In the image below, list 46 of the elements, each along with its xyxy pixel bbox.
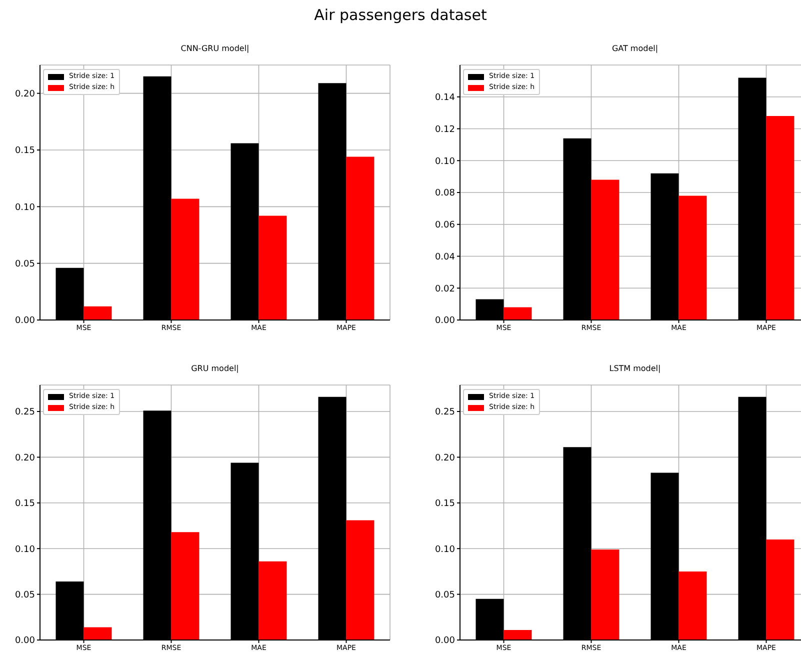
- y-tick-label: 0.00: [434, 316, 456, 326]
- y-tick-label: 0.06: [434, 220, 456, 231]
- y-tick-label: 0.20: [14, 453, 36, 464]
- chart-title: GRU model|: [190, 364, 240, 373]
- chart-title: CNN-GRU model|: [180, 44, 250, 53]
- bar: [504, 630, 532, 640]
- y-tick-label: 0.15: [434, 499, 455, 510]
- bar: [171, 532, 200, 640]
- bar: [84, 306, 112, 320]
- y-tick-label: 0.20: [14, 90, 36, 100]
- bar: [678, 196, 707, 320]
- y-tick-label: 0.25: [434, 408, 455, 418]
- bar: [346, 156, 374, 320]
- bar: [678, 571, 707, 640]
- bar: [504, 307, 532, 320]
- y-tick-label: 0.15: [14, 499, 35, 510]
- y-tick-label: 0.00: [14, 636, 36, 646]
- y-tick-label: 0.20: [434, 453, 456, 464]
- y-tick-label: 0.00: [434, 636, 456, 646]
- y-tick-label: 0.05: [14, 590, 35, 600]
- y-tick-label: 0.25: [14, 408, 35, 418]
- y-tick-label: 0.04: [434, 252, 456, 262]
- y-tick-label: 0.10: [14, 202, 36, 213]
- text: Air passengers dataset: [313, 6, 488, 24]
- y-tick-label: 0.12: [434, 124, 455, 135]
- bar: [258, 216, 287, 320]
- bar: [171, 198, 200, 320]
- bar: [258, 561, 287, 640]
- y-tick-label: 0.05: [434, 590, 455, 600]
- y-tick-label: 0.08: [434, 188, 456, 199]
- chart-title: LSTM model|: [608, 364, 662, 373]
- y-tick-label: 0.05: [14, 260, 35, 270]
- y-tick-label: 0.15: [14, 146, 35, 156]
- y-tick-label: 0.02: [434, 284, 455, 294]
- y-tick-label: 0.10: [434, 156, 456, 167]
- bar: [346, 520, 374, 640]
- bar: [766, 539, 794, 640]
- y-tick-label: 0.00: [14, 316, 36, 326]
- y-tick-label: 0.14: [434, 93, 456, 104]
- y-tick-label: 0.10: [434, 544, 456, 555]
- bar: [766, 116, 794, 320]
- y-tick-label: 0.10: [14, 544, 36, 555]
- chart-title: GAT model|: [610, 44, 660, 53]
- bar: [84, 627, 112, 640]
- bar: [591, 550, 620, 640]
- bar: [591, 180, 620, 320]
